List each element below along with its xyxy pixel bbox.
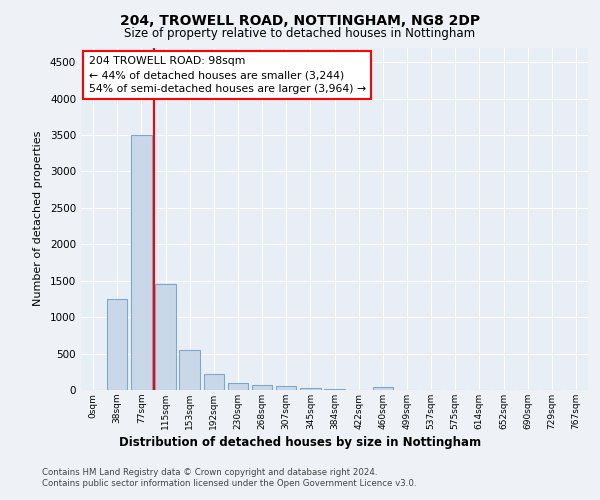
Bar xyxy=(373,387,393,390)
Bar xyxy=(131,135,152,390)
Bar xyxy=(300,388,320,390)
Text: Distribution of detached houses by size in Nottingham: Distribution of detached houses by size … xyxy=(119,436,481,449)
Bar xyxy=(252,385,272,390)
Text: 204, TROWELL ROAD, NOTTINGHAM, NG8 2DP: 204, TROWELL ROAD, NOTTINGHAM, NG8 2DP xyxy=(120,14,480,28)
Text: Contains public sector information licensed under the Open Government Licence v3: Contains public sector information licen… xyxy=(42,479,416,488)
Text: 204 TROWELL ROAD: 98sqm
← 44% of detached houses are smaller (3,244)
54% of semi: 204 TROWELL ROAD: 98sqm ← 44% of detache… xyxy=(89,56,366,94)
Bar xyxy=(324,388,345,390)
Bar xyxy=(107,299,127,390)
Bar xyxy=(276,386,296,390)
Bar xyxy=(203,374,224,390)
Text: Size of property relative to detached houses in Nottingham: Size of property relative to detached ho… xyxy=(124,28,476,40)
Text: Contains HM Land Registry data © Crown copyright and database right 2024.: Contains HM Land Registry data © Crown c… xyxy=(42,468,377,477)
Bar xyxy=(179,350,200,390)
Bar xyxy=(155,284,176,390)
Bar xyxy=(227,382,248,390)
Y-axis label: Number of detached properties: Number of detached properties xyxy=(33,131,43,306)
